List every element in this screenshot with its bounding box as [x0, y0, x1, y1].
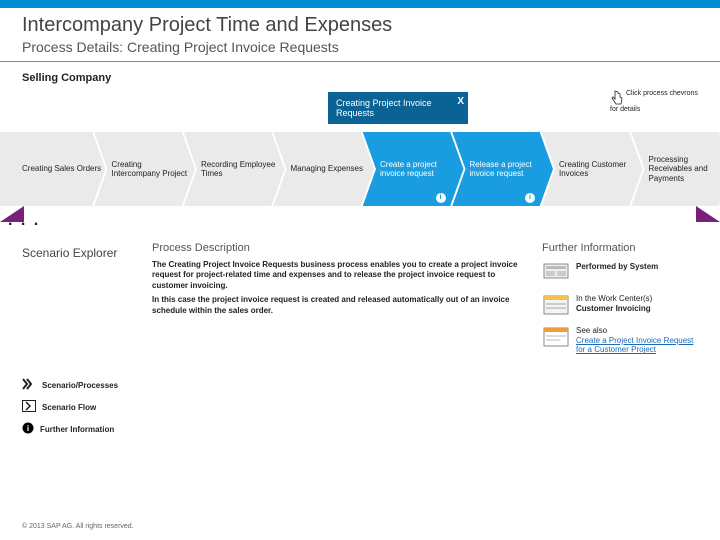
further-item-text: Performed by System [576, 262, 658, 272]
svg-text:i: i [27, 424, 29, 433]
decor-triangle-left [0, 206, 24, 222]
page-title: Intercompany Project Time and Expenses [22, 14, 698, 37]
title-block: Intercompany Project Time and Expenses P… [0, 8, 720, 62]
further-item-text: In the Work Center(s)Customer Invoicing [576, 294, 652, 313]
sidelink-scenario-processes[interactable]: Scenario/Processes [22, 374, 172, 396]
further-item-see-also: See alsoCreate a Project Invoice Request… [542, 326, 702, 355]
step-tooltip: Creating Project Invoice Requests X [328, 92, 468, 124]
info-circle-icon: i [22, 422, 34, 436]
page: Intercompany Project Time and Expenses P… [0, 0, 720, 540]
further-information: Further Information Performed by System I… [542, 242, 702, 365]
tooltip-close-button[interactable]: X [457, 96, 464, 107]
flow-step-label: Managing Expenses [291, 164, 371, 173]
further-item-text: See alsoCreate a Project Invoice Request… [576, 326, 702, 355]
flow-step-creating-intercompany-project[interactable]: Creating Intercompany Project [94, 130, 196, 208]
explorer-links: Scenario/Processes Scenario Flow i Further … [22, 374, 172, 440]
sidelink-further-info[interactable]: i Further Information [22, 418, 172, 440]
flow-step-create-project-invoice-request[interactable]: Create a project invoice request i [362, 130, 464, 208]
process-flow-container: Creating Project Invoice Requests X Crea… [0, 92, 720, 222]
further-item-work-center: In the Work Center(s)Customer Invoicing [542, 294, 702, 316]
flow-step-creating-customer-invoices[interactable]: Creating Customer Invoices [541, 130, 643, 208]
system-icon [542, 262, 570, 284]
info-icon[interactable]: i [436, 193, 446, 203]
flow-step-label: Processing Receivables and Payments [649, 155, 720, 183]
footer-copyright: © 2013 SAP AG. All rights reserved. [22, 523, 134, 530]
sidelink-label: Further Information [40, 425, 114, 434]
decor-triangle-right [696, 206, 720, 222]
workcenter-icon [542, 294, 570, 316]
scenario-explorer-heading: Scenario Explorer [22, 242, 142, 365]
flow-step-managing-expenses[interactable]: Managing Expenses [273, 130, 375, 208]
flow-step-processing-receivables-payments[interactable]: Processing Receivables and Payments [631, 130, 720, 208]
chevron-box-icon [22, 400, 36, 414]
info-icon[interactable]: i [525, 193, 535, 203]
description-paragraph: In this case the project invoice request… [152, 295, 532, 316]
process-flow: Creating Sales Orders Creating Intercompa… [0, 130, 720, 208]
flow-step-release-project-invoice-request[interactable]: Release a project invoice request i [452, 130, 554, 208]
doc-icon [542, 326, 570, 348]
flow-step-recording-employee-times[interactable]: Recording Employee Times [183, 130, 285, 208]
tooltip-label: Creating Project Invoice Requests [336, 98, 432, 118]
further-heading: Further Information [542, 242, 702, 254]
flow-step-label: Release a project invoice request [470, 160, 550, 178]
further-item-performed-by-system: Performed by System [542, 262, 702, 284]
further-link[interactable]: Create a Project Invoice Request for a C… [576, 336, 693, 355]
sidelink-label: Scenario Flow [42, 403, 96, 412]
description-heading: Process Description [152, 242, 532, 254]
flow-step-label: Recording Employee Times [201, 160, 281, 178]
process-description: Process Description The Creating Project… [142, 242, 542, 365]
flow-step-creating-sales-orders[interactable]: Creating Sales Orders [0, 130, 106, 208]
lower-section: Scenario Explorer Process Description Th… [0, 234, 720, 365]
flow-step-label: Creating Customer Invoices [559, 160, 639, 178]
company-label: Selling Company [0, 72, 720, 84]
top-accent-bar [0, 0, 720, 8]
flow-step-label: Creating Intercompany Project [112, 160, 192, 178]
double-chevron-icon [22, 378, 36, 392]
flow-step-label: Create a project invoice request [380, 160, 460, 178]
sidelink-label: Scenario/Processes [42, 381, 118, 390]
flow-step-label: Creating Sales Orders [22, 164, 102, 173]
page-subtitle: Process Details: Creating Project Invoic… [22, 39, 698, 55]
description-paragraph: The Creating Project Invoice Requests bu… [152, 260, 532, 291]
sidelink-scenario-flow[interactable]: Scenario Flow [22, 396, 172, 418]
